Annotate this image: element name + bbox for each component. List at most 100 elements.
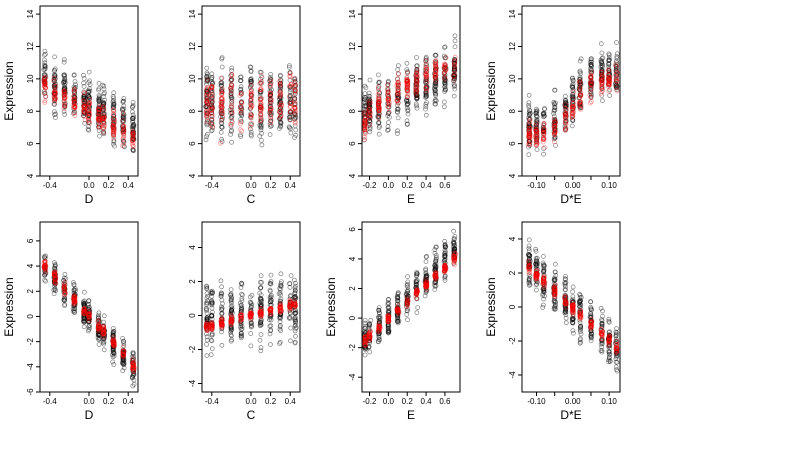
point-red [204,112,210,118]
point-black [588,306,594,312]
point-black [52,287,58,293]
point-black [451,67,457,73]
point-black [277,109,283,115]
point-black [433,79,439,85]
point-black [376,125,382,131]
point-black [423,267,429,273]
point-black [208,313,214,319]
point-red [228,322,234,328]
point-black [414,67,420,73]
point-black [96,328,102,334]
point-black [100,109,106,114]
point-black [268,312,274,318]
point-red [228,313,234,319]
point-red [404,85,410,91]
point-black [229,72,235,77]
point-black [614,348,620,354]
point-red [534,142,540,148]
point-red [405,82,411,88]
point-black [82,303,88,309]
point-black [259,306,264,312]
point-black [229,96,235,102]
point-black [287,302,293,308]
point-black [230,316,235,322]
point-red [219,90,225,96]
point-black [526,128,532,134]
point-red [42,81,48,87]
point-red [248,314,254,320]
point-black [452,33,458,39]
point-black [204,315,210,321]
point-black [442,265,448,271]
point-red [52,99,58,105]
point-black [526,262,531,268]
point-black [278,271,284,277]
point-black [81,311,87,317]
point-black [385,302,391,307]
point-black [433,270,439,276]
point-black [219,311,225,317]
point-red [541,137,546,142]
point-black [219,124,225,130]
point-black [542,280,547,286]
point-red [71,293,77,299]
point-red [42,263,48,269]
point-red [362,127,368,133]
point-black [541,283,547,289]
point-red [41,265,47,271]
point-red [51,270,57,276]
point-black [95,330,101,335]
point-red [534,137,540,143]
point-red [405,299,410,305]
point-black [239,292,245,298]
point-red [442,263,448,269]
point-black [423,283,428,289]
point-black [86,100,91,106]
point-red [376,323,382,329]
point-black [570,92,575,97]
point-black [238,330,244,336]
point-black [228,128,234,134]
point-red [209,325,215,330]
point-black [219,87,225,93]
point-black [451,249,457,255]
point-black [526,252,531,258]
point-black [228,300,234,306]
point-red [268,310,274,316]
point-black [131,381,137,387]
point-red [277,93,283,98]
point-black [613,338,619,344]
point-black [62,95,67,101]
point-black [130,365,136,371]
point-black [52,275,58,281]
point-black [131,360,137,366]
point-black [553,100,558,106]
point-black [451,72,457,78]
point-red [533,136,539,142]
point-red [72,298,78,304]
point-black [130,136,136,142]
point-red [96,323,101,329]
point-red [395,307,401,313]
point-black [451,241,457,246]
point-red [53,276,58,282]
point-red [71,300,76,305]
point-black [209,109,215,115]
point-black [228,91,234,96]
point-black [238,78,243,84]
point-black [366,323,372,329]
point-red [218,316,224,322]
point-black [96,332,101,338]
x-tick-label: 0.4 [123,181,135,190]
point-red [424,284,429,290]
point-red [96,118,102,124]
point-red [404,77,410,83]
point-black [588,89,593,94]
point-red [120,129,126,135]
point-red [95,116,101,122]
point-red [111,123,116,128]
point-black [413,279,419,284]
point-red [413,81,419,87]
point-black [81,312,87,318]
point-black [395,309,401,315]
